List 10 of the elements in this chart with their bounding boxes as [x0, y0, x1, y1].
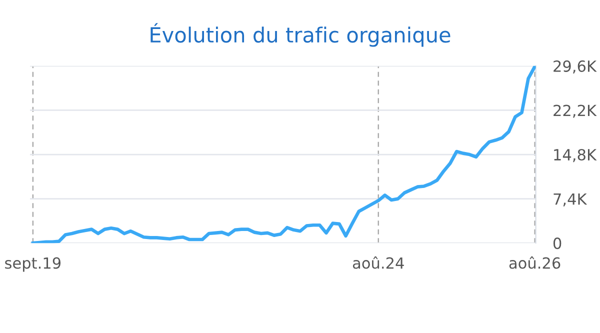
chart-title: Évolution du trafic organique	[150, 23, 450, 47]
y-tick-label: 29,6K	[554, 60, 597, 74]
y-tick-label: 0	[553, 238, 562, 250]
y-tick-label: 14,8K	[554, 148, 597, 162]
x-tick-label: aoû.26	[509, 256, 560, 269]
line-series	[31, 66, 536, 244]
y-tick-label: 22,2K	[554, 104, 597, 118]
y-tick-label: 7,4K	[554, 193, 588, 206]
x-tick-label: sept.19	[5, 257, 61, 272]
x-tick-label: aoû.24	[352, 256, 404, 269]
